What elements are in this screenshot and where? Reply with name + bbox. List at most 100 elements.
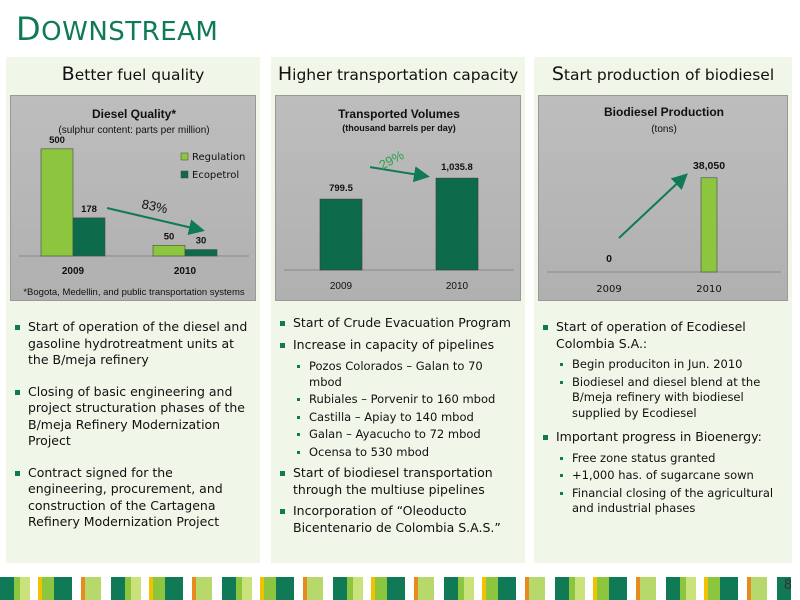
data-label: 1,035.8	[441, 162, 473, 173]
footer-stripe	[323, 577, 333, 600]
footer-stripe	[640, 577, 656, 600]
footer-stripe	[183, 577, 192, 600]
heading-first-letter: S	[551, 63, 564, 85]
heading-first-letter: B	[61, 63, 75, 85]
footer-stripe	[333, 577, 347, 600]
sub-bullet-item: Biodiesel and diesel blend at the B/meja…	[542, 375, 784, 422]
column-heading: Start production of biodiesel	[534, 63, 792, 85]
footer-stripe	[42, 577, 54, 600]
footer-stripe	[434, 577, 444, 600]
bullet-item: Important progress in Bioenergy:	[542, 429, 784, 446]
footer-stripe	[482, 577, 486, 600]
footer-stripe	[444, 577, 458, 600]
sub-bullet-item: Castilla – Apiay to 140 mbod	[279, 410, 517, 426]
footer-stripe	[192, 577, 196, 600]
bar-ecopetrol-2009	[72, 217, 106, 257]
chart-title: Biodiesel Production	[604, 105, 724, 119]
heading-rest: etter fuel quality	[74, 66, 205, 84]
bullet-list: Start of operation of the diesel and gas…	[6, 319, 260, 531]
diesel-quality-chart: Diesel Quality* (sulphur content: parts p…	[19, 107, 249, 298]
footer-stripe	[777, 577, 791, 600]
footer-stripe	[569, 577, 575, 600]
chart-subtitle: (sulphur content: parts per million)	[58, 125, 209, 136]
x-tick-label: 2009	[62, 266, 85, 277]
footer-stripe	[474, 577, 482, 600]
footer-stripe	[585, 577, 593, 600]
footer-stripe	[0, 577, 14, 600]
chart-subtitle: (thousand barrels per day)	[342, 123, 456, 133]
footer-stripe	[597, 577, 609, 600]
trend-arrow	[369, 166, 430, 183]
footer-stripe	[414, 577, 418, 600]
footer-stripe	[38, 577, 42, 600]
footer-stripe	[149, 577, 153, 600]
sub-bullet-item: Free zone status granted	[542, 451, 784, 467]
data-label: 50	[164, 231, 175, 242]
transported-volumes-chart-panel: Transported Volumes (thousand barrels per…	[275, 95, 521, 301]
footer-stripe	[545, 577, 555, 600]
bar-ecopetrol-2010	[184, 249, 218, 257]
x-tick-label: 2010	[446, 281, 469, 292]
footer-stripe	[72, 577, 81, 600]
footer-stripe	[555, 577, 569, 600]
footer-stripe	[738, 577, 747, 600]
trend-arrow	[618, 173, 688, 239]
footer-stripe	[212, 577, 222, 600]
footer-stripe	[101, 577, 111, 600]
footer-stripe	[418, 577, 434, 600]
data-label: 0	[606, 253, 612, 265]
legend-swatch	[180, 170, 189, 179]
column-biodiesel: Start production of biodiesel Biodiesel …	[534, 57, 792, 563]
footer-stripe	[529, 577, 545, 600]
bullet-list: Start of Crude Evacuation Program Increas…	[271, 315, 525, 536]
annotation-percent: 83%	[140, 196, 169, 216]
data-label: 500	[49, 135, 65, 146]
footer-stripe	[486, 577, 498, 600]
footer-stripe	[81, 577, 85, 600]
footer-stripe	[666, 577, 680, 600]
x-tick-label: 2009	[596, 284, 621, 295]
bullet-item: Closing of basic engineering and project…	[14, 384, 252, 450]
bar-2010	[700, 177, 718, 273]
chart-footnote: *Bogota, Medellin, and public transporta…	[23, 287, 245, 298]
footer-stripe	[252, 577, 260, 600]
footer-stripe	[458, 577, 464, 600]
chart-title: Diesel Quality*	[92, 107, 176, 121]
bullet-item: Start of operation of Ecodiesel Colombia…	[542, 319, 784, 352]
bullet-item: Start of biodiesel transportation throug…	[279, 465, 517, 498]
footer-stripe	[636, 577, 640, 600]
chart-title: Transported Volumes	[338, 107, 460, 121]
footer-stripe	[696, 577, 704, 600]
data-label: 178	[81, 204, 97, 215]
footer-stripe	[686, 577, 696, 600]
footer-stripe	[196, 577, 212, 600]
legend-label: Ecopetrol	[192, 170, 239, 181]
diesel-quality-chart-panel: Diesel Quality* (sulphur content: parts p…	[10, 95, 256, 301]
data-label: 799.5	[329, 183, 353, 194]
footer-stripe	[276, 577, 294, 600]
sub-bullet-item: Begin produciton in Jun. 2010	[542, 357, 784, 373]
footer-stripe	[85, 577, 101, 600]
bullet-item: Incorporation of “Oleoducto Bicentenario…	[279, 503, 517, 536]
x-tick-label: 2009	[330, 281, 353, 292]
footer-stripe	[353, 577, 363, 600]
page-title-rest: OWNSTREAM	[41, 17, 219, 47]
footer-stripe	[656, 577, 666, 600]
footer-stripe	[704, 577, 708, 600]
footer-stripe	[464, 577, 474, 600]
transported-volumes-chart: Transported Volumes (thousand barrels per…	[284, 107, 514, 292]
page-number: 8	[783, 578, 792, 593]
footer-stripe	[747, 577, 751, 600]
sub-bullet-item: Financial closing of the agricultural an…	[542, 486, 784, 517]
biodiesel-chart-panel: Biodiesel Production (tons) 0 38,050 2009 201…	[538, 95, 788, 301]
bullet-item: Increase in capacity of pipelines	[279, 337, 517, 354]
bullet-item: Start of operation of the diesel and gas…	[14, 319, 252, 369]
footer-stripe	[347, 577, 353, 600]
column-heading: Higher transportation capacity	[271, 63, 525, 85]
footer-stripe	[593, 577, 597, 600]
footer-stripe	[264, 577, 276, 600]
annotation-percent: 29%	[376, 147, 406, 173]
heading-first-letter: H	[277, 63, 293, 85]
footer-stripe	[575, 577, 585, 600]
footer-stripe	[387, 577, 405, 600]
